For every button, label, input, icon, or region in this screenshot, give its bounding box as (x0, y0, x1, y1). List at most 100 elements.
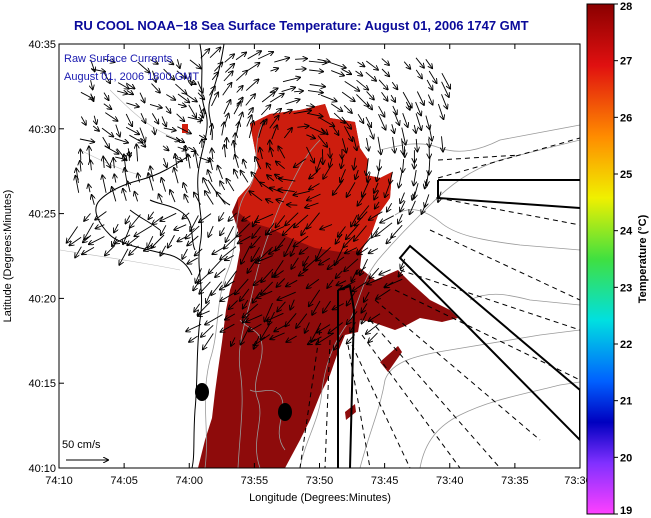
current-vector (228, 212, 237, 221)
current-vector (190, 215, 199, 231)
current-vector (276, 215, 286, 227)
current-vector (369, 313, 381, 322)
current-vector (245, 94, 255, 106)
current-vector (299, 269, 308, 276)
current-vector (345, 247, 358, 254)
current-vector (182, 248, 188, 259)
current-vector (356, 79, 369, 90)
current-vector (174, 168, 179, 184)
current-vector (286, 335, 297, 342)
current-vector (415, 113, 421, 130)
current-vector (376, 222, 393, 236)
current-vector (209, 47, 221, 59)
current-vector (147, 236, 154, 248)
current-vector (151, 83, 161, 93)
colorbar-label: Temperature (°C) (637, 214, 649, 303)
current-vector (283, 110, 292, 115)
current-vector (170, 190, 176, 203)
current-vector (362, 312, 368, 324)
current-vector (70, 236, 82, 245)
current-vector (91, 69, 106, 72)
current-vector (149, 103, 162, 108)
current-vector (274, 58, 289, 63)
current-vector (414, 170, 417, 185)
colorbar-tick-label: 23 (620, 282, 632, 294)
current-vector (322, 149, 323, 164)
x-tick-label: 74:05 (110, 475, 138, 487)
current-vector (294, 235, 309, 246)
sst-speck (380, 346, 402, 372)
current-vector (187, 235, 199, 246)
current-vector (224, 145, 225, 158)
current-vector (333, 303, 344, 310)
current-vector (247, 51, 261, 60)
current-vector (437, 103, 443, 119)
current-vector (309, 85, 325, 87)
current-vector (293, 111, 311, 115)
current-vector (283, 223, 295, 236)
current-vector (367, 172, 370, 181)
current-vector (303, 255, 310, 265)
current-vector (193, 280, 200, 290)
current-vector (401, 258, 406, 269)
current-vector (305, 202, 319, 208)
current-vector (285, 212, 299, 226)
current-vector (352, 281, 368, 292)
current-vector (335, 247, 344, 266)
current-vector (401, 127, 406, 145)
current-vector (128, 181, 131, 193)
current-vector (291, 257, 299, 269)
current-vector (241, 245, 251, 264)
current-vector (223, 71, 233, 82)
current-vector (277, 291, 296, 300)
current-vector (200, 49, 210, 59)
current-vector (307, 212, 320, 229)
current-vector (341, 116, 351, 129)
current-vector (102, 136, 109, 148)
current-vector (380, 215, 394, 223)
current-vector (317, 135, 327, 147)
map-title: RU COOL NOAA−18 Sea Surface Temperature:… (74, 18, 529, 33)
current-vector (309, 70, 323, 72)
current-vector (368, 332, 378, 342)
current-vector (277, 301, 286, 312)
current-vector (367, 102, 373, 110)
current-vector (337, 280, 347, 286)
current-vector (129, 152, 130, 161)
current-vector (317, 324, 331, 333)
current-vector (235, 155, 239, 168)
current-vector (319, 257, 331, 265)
colorbar-ticks: 28 27 26 25 24 23 22 21 20 19 (614, 1, 633, 517)
current-vector (126, 215, 131, 224)
current-vector (188, 154, 190, 169)
current-vector (414, 158, 415, 169)
current-vector (115, 124, 120, 137)
current-vector (441, 72, 450, 88)
current-vector (261, 323, 271, 339)
current-vector (166, 59, 173, 65)
current-vector (306, 146, 315, 163)
current-vector (225, 270, 237, 287)
current-vector (251, 172, 260, 183)
current-vector (177, 104, 186, 106)
current-vector (224, 64, 234, 73)
current-vector (206, 291, 212, 304)
colorbar-tick-label: 19 (620, 505, 632, 517)
current-vector (249, 191, 263, 202)
current-vector (138, 138, 146, 147)
current-vector (384, 278, 403, 287)
current-vector (177, 126, 191, 134)
current-vector (177, 59, 179, 68)
current-vector (344, 125, 352, 141)
current-vector (208, 225, 214, 237)
current-vector (226, 225, 235, 242)
current-vector (281, 87, 296, 93)
current-vector (140, 113, 145, 123)
colorbar-tick-label: 28 (620, 1, 632, 13)
current-vector (151, 113, 158, 123)
current-vector (286, 279, 298, 286)
current-vector (210, 158, 213, 171)
current-vector (224, 54, 234, 63)
current-vector (328, 256, 345, 269)
